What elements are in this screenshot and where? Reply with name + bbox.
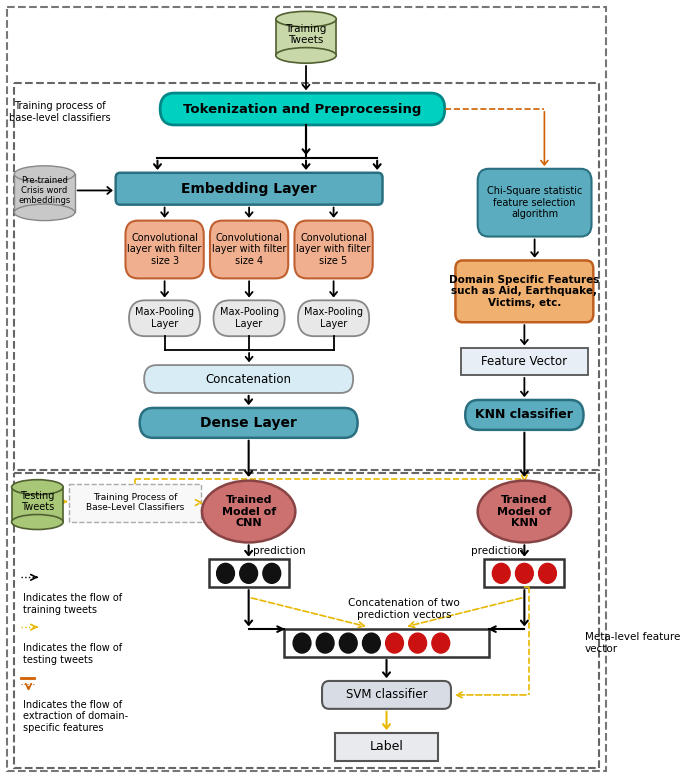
Text: Training process of
base-level classifiers: Training process of base-level classifie… [9, 101, 110, 123]
Text: Max-Pooling
Layer: Max-Pooling Layer [220, 307, 279, 329]
Ellipse shape [14, 204, 75, 221]
Bar [484, 559, 564, 587]
Circle shape [386, 633, 403, 653]
Text: SVM classifier: SVM classifier [346, 689, 427, 702]
Circle shape [409, 633, 427, 653]
Text: Training Process of
Base-Level Classifiers: Training Process of Base-Level Classifie… [86, 493, 184, 512]
Ellipse shape [276, 12, 336, 27]
FancyBboxPatch shape [129, 300, 200, 336]
Bar [12, 487, 63, 522]
Bar [461, 348, 588, 375]
Circle shape [339, 633, 357, 653]
Text: Indicates the flow of
testing tweets: Indicates the flow of testing tweets [23, 643, 123, 664]
FancyBboxPatch shape [140, 408, 358, 438]
Bar [14, 473, 599, 768]
FancyBboxPatch shape [465, 400, 584, 430]
Circle shape [263, 563, 281, 584]
Ellipse shape [12, 514, 63, 530]
Text: Convolutional
layer with filter
size 4: Convolutional layer with filter size 4 [212, 233, 286, 266]
Bar [69, 484, 201, 521]
FancyBboxPatch shape [144, 365, 353, 393]
Circle shape [432, 633, 449, 653]
Text: Trained
Model of
KNN: Trained Model of KNN [497, 495, 551, 528]
Text: Meta-level feature
vector: Meta-level feature vector [585, 633, 680, 654]
Text: Testing
Tweets: Testing Tweets [21, 491, 55, 513]
Bar [14, 83, 599, 470]
Text: Label: Label [370, 740, 403, 753]
FancyBboxPatch shape [295, 221, 373, 279]
Bar [284, 629, 489, 657]
Circle shape [538, 563, 556, 584]
FancyBboxPatch shape [322, 681, 451, 709]
FancyBboxPatch shape [116, 173, 382, 205]
Circle shape [293, 633, 311, 653]
Text: Indicates the flow of
extraction of domain-
specific features: Indicates the flow of extraction of doma… [23, 700, 128, 733]
FancyBboxPatch shape [214, 300, 285, 336]
Text: Max-Pooling
Layer: Max-Pooling Layer [304, 307, 363, 329]
Ellipse shape [12, 480, 63, 495]
Circle shape [216, 563, 234, 584]
Text: Max-Pooling
Layer: Max-Pooling Layer [135, 307, 194, 329]
FancyBboxPatch shape [298, 300, 369, 336]
Text: Convolutional
layer with filter
size 5: Convolutional layer with filter size 5 [297, 233, 371, 266]
FancyBboxPatch shape [160, 93, 445, 125]
Bar [336, 733, 438, 761]
Text: Indicates the flow of
training tweets: Indicates the flow of training tweets [23, 594, 123, 615]
Ellipse shape [14, 166, 75, 182]
FancyBboxPatch shape [477, 169, 592, 237]
FancyBboxPatch shape [456, 261, 593, 322]
Circle shape [362, 633, 380, 653]
Text: Tokenization and Preprocessing: Tokenization and Preprocessing [184, 103, 422, 115]
Text: Pre-trained
Crisis word
embeddings: Pre-trained Crisis word embeddings [18, 176, 71, 205]
Text: Dense Layer: Dense Layer [200, 416, 297, 430]
Text: Domain Specific Features
such as Aid, Earthquake,
Victims, etc.: Domain Specific Features such as Aid, Ea… [449, 275, 599, 308]
Circle shape [240, 563, 258, 584]
FancyBboxPatch shape [125, 221, 203, 279]
Text: prediction: prediction [471, 546, 523, 556]
Circle shape [493, 563, 510, 584]
Text: Embedding Layer: Embedding Layer [182, 182, 317, 196]
Bar [14, 174, 75, 212]
FancyBboxPatch shape [210, 221, 288, 279]
Ellipse shape [202, 481, 295, 542]
Ellipse shape [276, 47, 336, 63]
Bar [209, 559, 288, 587]
Text: prediction: prediction [253, 546, 306, 556]
Text: Training
Tweets: Training Tweets [286, 24, 327, 45]
Text: Trained
Model of
CNN: Trained Model of CNN [221, 495, 276, 528]
Text: Chi-Square statistic
feature selection
algorithm: Chi-Square statistic feature selection a… [487, 186, 582, 219]
Ellipse shape [477, 481, 571, 542]
Text: Convolutional
layer with filter
size 3: Convolutional layer with filter size 3 [127, 233, 202, 266]
Bar [276, 19, 336, 55]
Text: Feature Vector: Feature Vector [482, 355, 567, 368]
Circle shape [316, 633, 334, 653]
Circle shape [516, 563, 533, 584]
Text: KNN classifier: KNN classifier [475, 408, 573, 422]
Text: Concatenation: Concatenation [206, 373, 292, 386]
Text: Concatenation of two
prediction vectors: Concatenation of two prediction vectors [349, 598, 460, 620]
